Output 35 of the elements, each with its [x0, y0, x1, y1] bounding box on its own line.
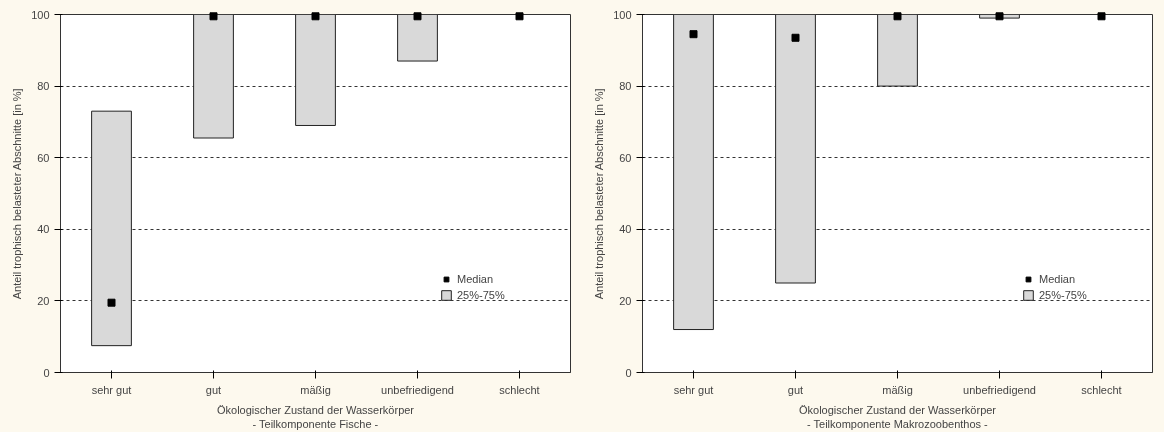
y-tick-label: 80 [619, 80, 632, 93]
y-tick-label: 20 [37, 294, 50, 307]
x-tick-label: sehr gut [91, 383, 132, 396]
y-tick-label: 20 [619, 294, 632, 307]
x-tick-label: sehr gut [673, 383, 714, 396]
legend-label: Median [1039, 272, 1076, 286]
x-tick-label: unbefriedigend [381, 383, 454, 396]
x-axis-title: Ökologischer Zustand der Wasserkörper - Teilkomponente Fische - [216, 403, 415, 430]
x-tick-label: schlecht [499, 383, 540, 396]
y-tick-label: 100 [31, 8, 50, 21]
y-tick-label: 60 [37, 151, 50, 164]
point [995, 12, 1004, 21]
x-tick-label: schlecht [1081, 383, 1122, 396]
y-tick-label: 60 [619, 151, 632, 164]
point [791, 33, 800, 42]
y-tick-label: 80 [37, 80, 50, 93]
point [1097, 12, 1106, 21]
x-tick-label: mäßig [882, 383, 913, 396]
x-tick-label: gut [205, 383, 222, 396]
legend-label: 25%-75% [1039, 288, 1087, 302]
y-tick-label: 0 [43, 366, 50, 379]
legend-label: Median [457, 272, 494, 286]
point [689, 30, 698, 39]
x-tick-label: gut [787, 383, 804, 396]
y-tick-label: 0 [625, 366, 632, 379]
y-axis-title: Anteil trophisch belasteter Abschnitte [in %] [593, 88, 606, 300]
x-axis-title: Ökologischer Zustand der Wasserkörper - Teilkomponente Makrozoobenthos - [798, 403, 997, 430]
y-tick-label: 100 [613, 8, 632, 21]
y-tick-label: 40 [619, 223, 632, 236]
legend-label: 25%-75% [457, 288, 505, 302]
y-tick-label: 40 [37, 223, 50, 236]
x-tick-label: unbefriedigend [963, 383, 1036, 396]
x-tick-label: mäßig [300, 383, 331, 396]
y-axis-title: Anteil trophisch belasteter Abschnitte [in %] [11, 88, 24, 300]
point [893, 12, 902, 21]
